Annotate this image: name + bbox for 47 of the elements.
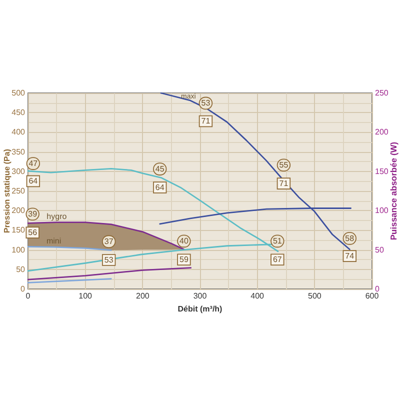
y-tick-label: 150 (12, 226, 26, 235)
annotation: 71 (279, 179, 289, 188)
annotation: 56 (28, 228, 38, 238)
annotation: 40 (179, 236, 189, 246)
annotation: 39 (28, 210, 38, 219)
annotation: 47 (28, 159, 38, 168)
y-tick-label: 350 (12, 147, 26, 156)
line-series (27, 267, 192, 280)
annotation: 51 (272, 236, 282, 246)
y-tick-label: 250 (12, 186, 26, 196)
annotation: 67 (272, 255, 282, 264)
y2-tick-label: 250 (375, 88, 389, 98)
y-axis-title: Pression statique (Pa) (2, 148, 12, 234)
y-tick-label: 50 (16, 264, 26, 274)
series-label: hygro (46, 212, 68, 221)
annotation: 59 (179, 255, 189, 264)
x-tick-label: 300 (193, 292, 208, 300)
y2-tick-label: 200 (375, 128, 389, 137)
x-tick-label: 600 (365, 292, 380, 300)
x-tick-label: 100 (78, 292, 93, 300)
annotation: 74 (345, 252, 355, 261)
annotation: 64 (28, 176, 38, 186)
y2-axis-title: Puissance absorbée (W) (388, 142, 398, 240)
x-tick-label: 200 (136, 292, 150, 300)
series-label: mini (46, 236, 62, 246)
annotation: 71 (201, 116, 211, 126)
annotation: 58 (345, 234, 355, 243)
y-tick-label: 200 (12, 206, 26, 216)
annotation: 53 (104, 255, 114, 264)
annotation: 45 (155, 164, 165, 174)
y-tick-label: 0 (20, 284, 26, 294)
y2-tick-label: 0 (375, 284, 380, 294)
y-tick-label: 300 (12, 166, 26, 176)
x-tick-label: 500 (308, 292, 322, 300)
y-tick-label: 450 (12, 108, 26, 118)
y2-tick-label: 50 (375, 245, 384, 254)
annotation: 55 (279, 160, 289, 170)
y-tick-label: 100 (12, 245, 26, 254)
annotation: 64 (155, 182, 165, 192)
y-tick-label: 500 (12, 88, 26, 98)
annotation: 37 (104, 237, 114, 246)
y-tick-label: 400 (12, 128, 26, 137)
y2-tick-label: 100 (375, 206, 389, 216)
x-tick-label: 400 (250, 292, 265, 300)
y2-tick-label: 150 (375, 166, 389, 176)
annotation: 53 (201, 98, 211, 108)
x-axis-title: Débit (m³/h) (178, 304, 223, 314)
